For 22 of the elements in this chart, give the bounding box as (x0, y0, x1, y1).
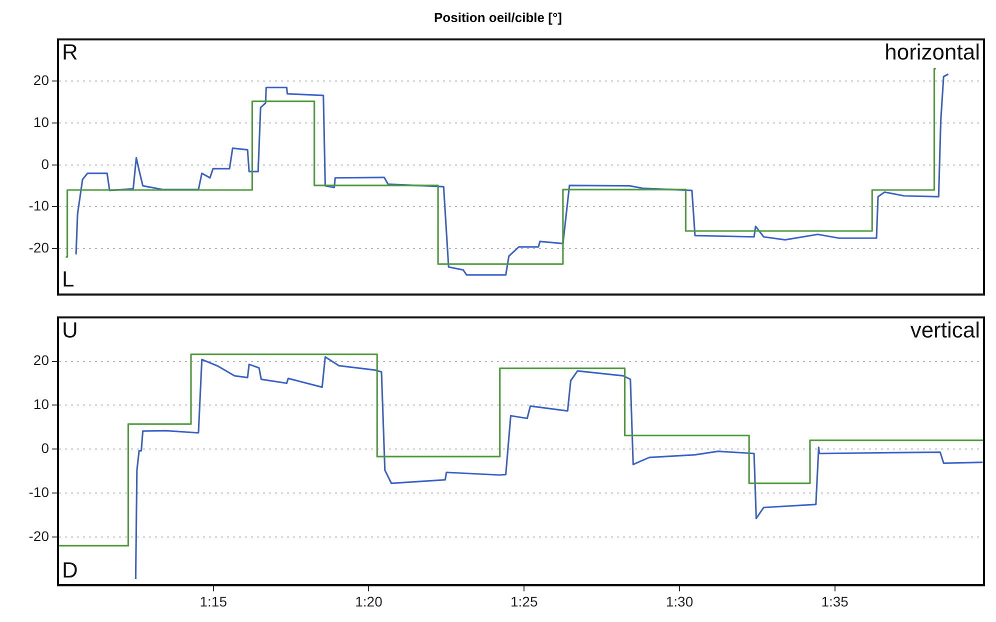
y-tick-label: 20 (33, 352, 50, 368)
annotation: R (62, 39, 78, 64)
y-tick-label: -20 (28, 528, 50, 544)
annotation: U (62, 317, 78, 342)
x-tick-label: 1:30 (666, 593, 694, 610)
y-tick-label: -10 (28, 484, 50, 500)
y-tick-label: -10 (28, 198, 50, 214)
y-tick-label: 0 (41, 156, 50, 172)
y-tick-label: 10 (33, 114, 50, 130)
x-tick-label: 1:20 (355, 593, 383, 610)
y-tick-label: -20 (28, 239, 50, 256)
chart-title: Position oeil/cible [°] (433, 9, 563, 27)
x-tick-label: 1:35 (821, 593, 849, 610)
x-tick-label: 1:15 (200, 593, 228, 610)
annotation: D (62, 557, 78, 582)
y-tick-label: 10 (33, 396, 50, 412)
annotation: horizontal (884, 39, 980, 64)
y-tick-label: 20 (33, 72, 50, 88)
y-tick-label: 0 (41, 440, 50, 456)
x-tick-label: 1:25 (510, 593, 538, 610)
annotation: vertical (910, 317, 980, 342)
annotation: L (62, 266, 74, 292)
